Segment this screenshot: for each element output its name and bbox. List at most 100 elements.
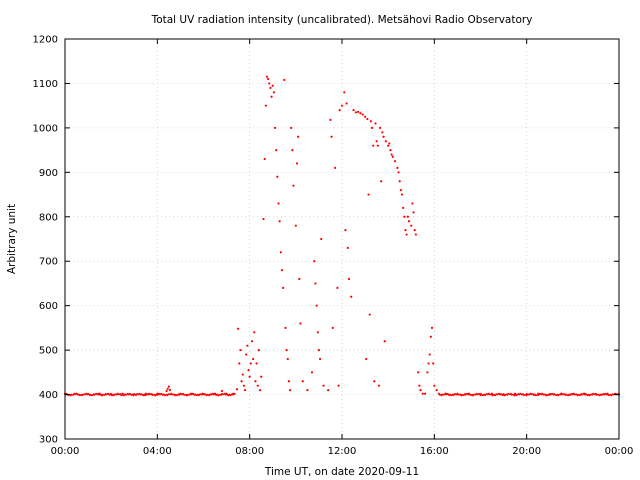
data-point: [359, 112, 362, 115]
data-point: [267, 77, 270, 81]
baseline-point: [506, 394, 509, 396]
data-point: [282, 286, 285, 289]
data-point: [367, 193, 370, 196]
data-point: [252, 357, 255, 361]
data-point: [357, 110, 360, 113]
data-point: [391, 155, 394, 158]
data-point: [548, 393, 551, 396]
data-point: [277, 202, 280, 205]
data-point: [260, 375, 263, 378]
data-point: [287, 380, 291, 383]
data-point: [430, 326, 434, 329]
data-point: [337, 384, 340, 387]
data-point: [238, 362, 241, 365]
baseline-point: [204, 393, 207, 396]
data-point: [269, 86, 272, 89]
data-point: [345, 102, 348, 105]
data-point: [202, 393, 205, 396]
data-point: [285, 349, 288, 352]
data-point: [429, 335, 432, 338]
data-point: [283, 78, 286, 81]
data-point: [235, 388, 239, 391]
data-point: [380, 180, 383, 183]
data-point: [264, 104, 267, 107]
baseline-point: [494, 394, 497, 397]
data-point: [560, 392, 563, 395]
data-point: [347, 277, 351, 281]
data-point: [338, 109, 341, 112]
data-point: [398, 180, 401, 183]
data-point: [376, 144, 379, 147]
data-point: [418, 384, 421, 387]
data-point: [400, 193, 404, 196]
data-point: [354, 111, 357, 114]
x-tick-label: 16:00: [420, 446, 449, 457]
data-point: [502, 393, 505, 396]
data-point: [381, 131, 384, 134]
data-point: [383, 340, 386, 343]
data-point: [262, 217, 265, 221]
x-axis-label: Time UT, on date 2020-09-11: [264, 466, 419, 478]
data-point: [525, 393, 528, 396]
data-point: [245, 353, 248, 356]
data-point: [514, 392, 517, 395]
x-axis-ticks: 00:00 04:00 08:00 12:00 16:00 20:00 00:00: [51, 39, 633, 457]
data-point: [444, 392, 447, 395]
y-tick-label: 1200: [33, 35, 58, 46]
data-point: [292, 184, 295, 187]
data-point: [256, 384, 259, 387]
data-point: [413, 229, 416, 232]
data-point: [179, 392, 182, 395]
y-tick-label: 400: [39, 390, 58, 401]
data-point: [437, 392, 441, 395]
data-point: [242, 384, 245, 387]
data-point: [299, 322, 302, 325]
data-point: [249, 362, 252, 365]
y-tick-label: 300: [39, 435, 58, 446]
data-point: [270, 95, 273, 98]
data-point: [407, 220, 411, 223]
data-point: [240, 380, 243, 383]
data-point: [250, 340, 254, 343]
data-point: [417, 371, 420, 374]
data-point: [284, 326, 287, 329]
data-point: [331, 326, 334, 329]
data-point: [490, 392, 494, 395]
data-point: [433, 384, 436, 387]
data-point: [432, 362, 435, 365]
data-point: [389, 149, 392, 152]
data-point: [402, 206, 405, 209]
baseline-point: [119, 393, 122, 395]
data-point: [167, 385, 170, 388]
data-point: [606, 392, 609, 395]
data-point: [350, 295, 353, 298]
data-point: [275, 149, 278, 152]
data-point: [410, 224, 413, 227]
data-point: [121, 392, 124, 395]
data-point: [255, 362, 258, 365]
data-point: [456, 393, 459, 396]
data-point: [406, 215, 409, 218]
y-tick-label: 1100: [33, 79, 58, 90]
data-point: [373, 380, 376, 383]
data-point: [248, 375, 251, 378]
data-point: [232, 392, 235, 395]
data-point: [363, 115, 367, 118]
data-point: [301, 380, 304, 383]
y-tick-label: 900: [39, 168, 58, 179]
data-point: [424, 392, 427, 395]
data-point: [382, 135, 385, 138]
data-point: [144, 392, 147, 395]
data-point: [279, 251, 282, 254]
data-point: [297, 135, 300, 138]
x-tick-label: 12:00: [328, 446, 357, 457]
x-tick-label: 20:00: [512, 446, 541, 457]
data-point: [286, 357, 289, 361]
data-points: [63, 75, 621, 397]
data-point: [344, 229, 347, 232]
data-point: [239, 349, 242, 352]
data-point: [241, 373, 244, 376]
data-point: [403, 215, 406, 218]
data-point: [273, 126, 277, 129]
data-point: [258, 389, 262, 392]
